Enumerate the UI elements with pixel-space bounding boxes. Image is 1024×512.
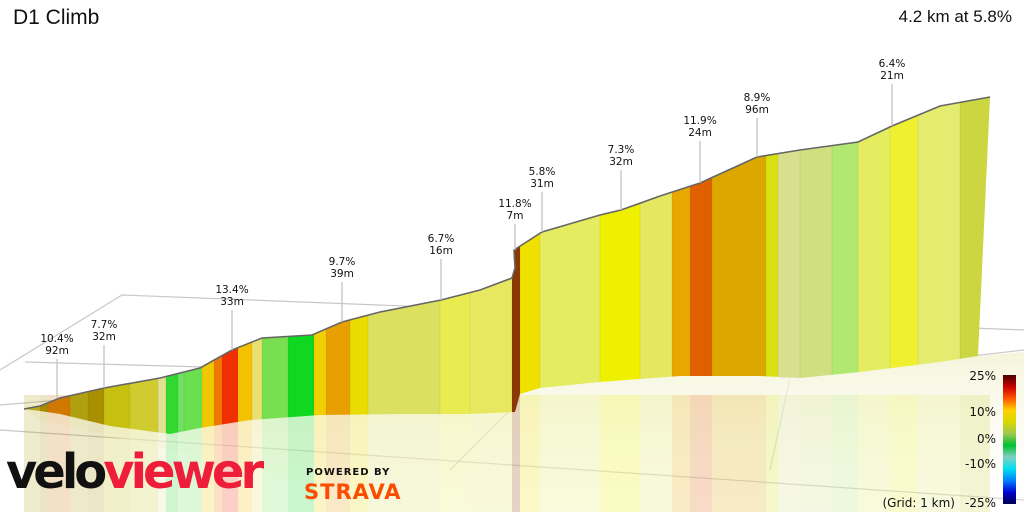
svg-text:32m: 32m — [92, 331, 116, 343]
segment-annotation: 11.9%24m — [683, 115, 717, 183]
legend-label-neg10: -10% — [965, 457, 996, 471]
gradient-segment — [39, 97, 49, 434]
powered-by-text: POWERED BY — [306, 467, 391, 478]
svg-text:32m: 32m — [609, 156, 633, 168]
gradient-segment — [201, 97, 215, 434]
gradient-segment — [87, 97, 105, 434]
climb-summary: 4.2 km at 5.8% — [898, 7, 1012, 26]
strava-logo: STRAVA — [304, 480, 402, 504]
gradient-segment — [221, 97, 239, 434]
svg-text:21m: 21m — [880, 70, 904, 82]
legend-label-0: 0% — [977, 432, 996, 446]
svg-text:31m: 31m — [530, 178, 554, 190]
svg-text:11.8%: 11.8% — [498, 198, 531, 210]
profile-floor — [24, 352, 1024, 512]
veloviewer-logo: veloviewer — [6, 444, 264, 500]
gradient-segment — [439, 97, 471, 434]
profile-top-line — [23, 96, 991, 410]
svg-text:24m: 24m — [688, 127, 712, 139]
svg-text:6.7%: 6.7% — [428, 233, 455, 245]
gradient-segment — [213, 97, 223, 434]
segment-annotation: 11.8%7m — [498, 198, 532, 250]
svg-text:39m: 39m — [330, 268, 354, 280]
segment-annotation: 6.4%21m — [879, 58, 906, 126]
svg-text:13.4%: 13.4% — [215, 284, 248, 296]
segment-annotation: 8.9%96m — [744, 92, 771, 157]
legend-label-neg25: -25% — [965, 496, 996, 510]
svg-text:6.4%: 6.4% — [879, 58, 906, 70]
svg-text:11.9%: 11.9% — [683, 115, 716, 127]
svg-text:10.4%: 10.4% — [40, 333, 73, 345]
svg-text:96m: 96m — [745, 104, 769, 116]
svg-text:92m: 92m — [45, 345, 69, 357]
svg-text:5.8%: 5.8% — [529, 166, 556, 178]
gradient-segment — [511, 97, 521, 434]
gradient-segment — [287, 97, 315, 434]
gradient-segment — [237, 97, 253, 434]
page-title: D1 Climb — [13, 6, 100, 29]
segment-annotation: 5.8%31m — [529, 166, 556, 232]
legend-label-25: 25% — [969, 369, 996, 383]
gradient-segment — [251, 97, 263, 434]
segment-annotation: 7.7%32m — [91, 319, 118, 388]
gradient-segment — [129, 97, 159, 434]
gradient-segment — [47, 97, 71, 434]
gradient-segment — [157, 97, 167, 434]
grid-note: (Grid: 1 km) — [883, 496, 956, 510]
segment-annotation: 7.3%32m — [608, 144, 635, 210]
svg-text:16m: 16m — [429, 245, 453, 257]
gradient-legend: 25% 10% 0% -10% -25% (Grid: 1 km) — [883, 369, 1016, 510]
gradient-segment — [183, 97, 203, 434]
svg-text:8.9%: 8.9% — [744, 92, 771, 104]
legend-label-10: 10% — [969, 405, 996, 419]
gradient-segment — [24, 97, 41, 434]
gradient-segment — [103, 97, 131, 434]
segment-annotation: 9.7%39m — [329, 256, 356, 322]
svg-text:7.7%: 7.7% — [91, 319, 118, 331]
segment-annotation: 10.4%92m — [40, 333, 74, 398]
gradient-segment — [313, 97, 327, 434]
svg-text:7m: 7m — [507, 210, 524, 222]
svg-text:7.3%: 7.3% — [608, 144, 635, 156]
segment-annotation: 13.4%33m — [215, 284, 249, 350]
gradient-segment — [165, 97, 179, 434]
gradient-segment — [367, 97, 441, 434]
svg-text:9.7%: 9.7% — [329, 256, 356, 268]
gradient-segment — [261, 97, 289, 434]
svg-text:33m: 33m — [220, 296, 244, 308]
segment-annotations: 10.4%92m7.7%32m13.4%33m9.7%39m6.7%16m11.… — [40, 58, 905, 398]
gradient-segment — [177, 97, 185, 434]
segment-annotation: 6.7%16m — [428, 233, 455, 300]
gradient-segment — [469, 97, 513, 434]
